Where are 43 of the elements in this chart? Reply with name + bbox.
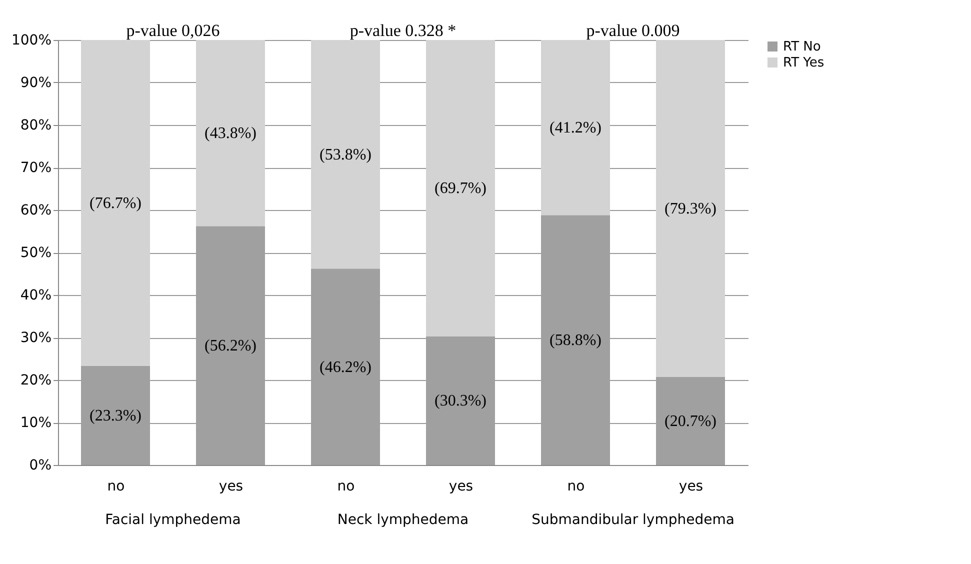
x-tick-label: no — [107, 478, 125, 494]
y-tick-label: 30% — [20, 330, 52, 346]
y-tick-label: 80% — [20, 118, 52, 134]
data-label: (79.3%) — [664, 200, 716, 218]
y-tick-label: 0% — [29, 458, 52, 474]
y-tick-label: 20% — [20, 372, 52, 388]
x-tick-label: yes — [678, 478, 704, 494]
bar — [541, 40, 610, 216]
x-tick-label: yes — [448, 478, 474, 494]
data-label: (69.7%) — [434, 180, 486, 198]
text: Facial lymphedema — [105, 512, 241, 528]
data-label: (76.7%) — [90, 194, 142, 212]
text: Submandibular lymphedema — [532, 512, 734, 528]
data-label: (46.2%) — [320, 358, 372, 376]
data-label: (53.8%) — [320, 146, 372, 164]
y-tick-label: 60% — [20, 202, 52, 218]
text: p-value 0,026 — [126, 21, 220, 40]
data-label: (56.2%) — [204, 338, 256, 355]
y-tick-label: 100% — [11, 32, 52, 48]
y-tick-label: 40% — [20, 288, 52, 304]
bar — [426, 40, 495, 336]
bar — [196, 40, 265, 226]
data-label: (23.3%) — [90, 407, 142, 424]
y-tick-label: 90% — [20, 75, 52, 91]
y-tick-label: 10% — [20, 415, 52, 431]
bar — [311, 40, 380, 269]
text: Neck lymphedema — [337, 512, 469, 528]
bar — [81, 40, 150, 366]
x-tick-label: no — [567, 478, 585, 494]
data-label: (20.7%) — [664, 413, 716, 430]
data-label: (43.8%) — [204, 125, 256, 142]
bar — [656, 40, 725, 378]
x-tick-label: yes — [218, 478, 244, 494]
x-tick-label: no — [337, 478, 355, 494]
text: p-value 0.009 — [586, 21, 680, 40]
data-label: (41.2%) — [550, 120, 602, 137]
legend-label: RT Yes — [783, 56, 824, 70]
data-label: (58.8%) — [550, 332, 602, 350]
data-label: (30.3%) — [434, 392, 486, 410]
legend-label: RT No — [783, 40, 821, 54]
y-tick-label: 70% — [20, 160, 52, 176]
y-tick-label: 50% — [20, 245, 52, 261]
text: p-value 0.328 * — [350, 21, 456, 40]
